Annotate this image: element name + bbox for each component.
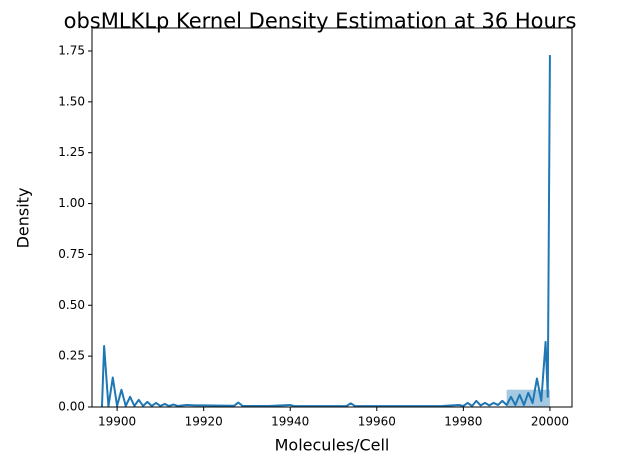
- chart-title: obsMLKLp Kernel Density Estimation at 36…: [64, 9, 577, 33]
- y-tick-label: 1.75: [58, 43, 85, 57]
- y-axis-label: Density: [14, 188, 33, 249]
- x-tick-label: 20000: [531, 415, 569, 429]
- x-tick-label: 19980: [444, 415, 482, 429]
- y-tick-label: 1.00: [58, 196, 85, 210]
- x-axis-label: Molecules/Cell: [275, 436, 390, 455]
- x-tick-label: 19900: [98, 415, 136, 429]
- y-tick-label: 0.00: [58, 400, 85, 414]
- y-tick-label: 0.75: [58, 247, 85, 261]
- y-tick-label: 1.25: [58, 145, 85, 159]
- y-tick-label: 1.50: [58, 94, 85, 108]
- density-line: [100, 55, 551, 408]
- x-tick-label: 19920: [185, 415, 223, 429]
- x-tick-label: 19940: [271, 415, 309, 429]
- y-tick-label: 0.25: [58, 349, 85, 363]
- y-tick-label: 0.50: [58, 298, 85, 312]
- plot-frame: [91, 27, 573, 408]
- x-tick-label: 19960: [358, 415, 396, 429]
